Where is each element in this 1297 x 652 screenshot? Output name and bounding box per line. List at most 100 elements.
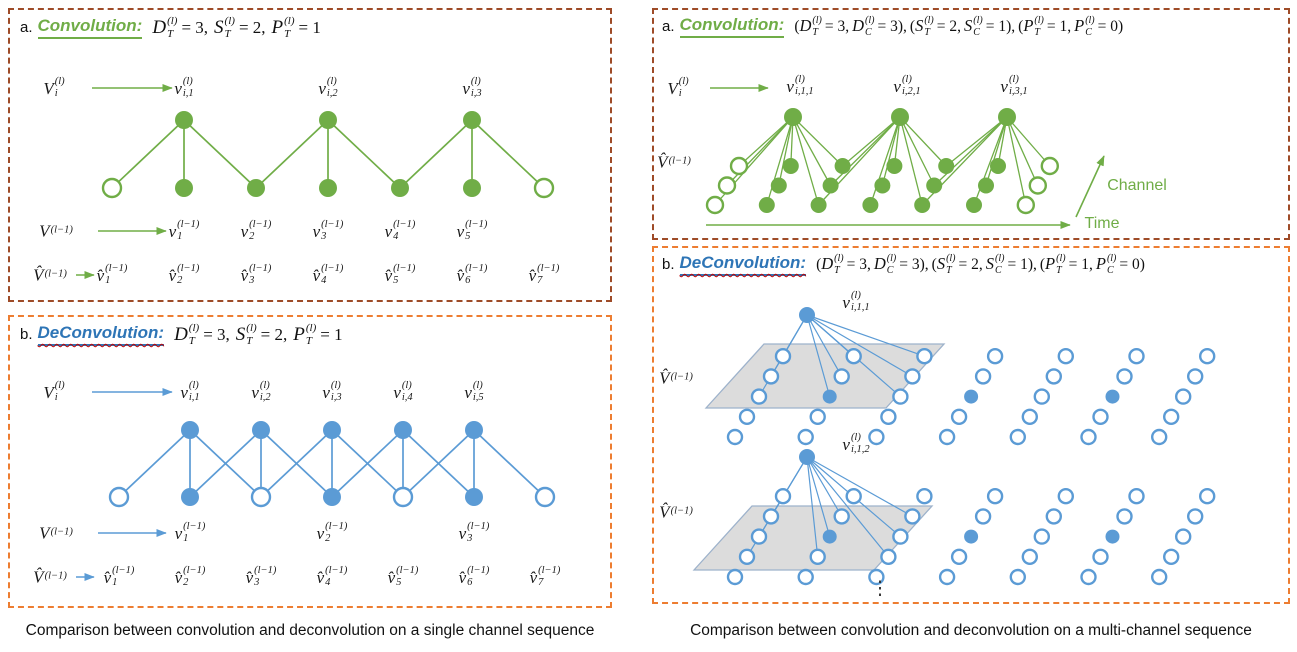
graph-edge [473,429,546,498]
node-open [1021,548,1039,565]
panel-title-word: DeConvolution: [679,253,807,276]
padded-node-label: v̂ (l−1) 4 [312,262,344,286]
right-conv-graph [705,84,1105,229]
node-open [880,548,897,565]
panel-index: b. [20,326,33,344]
node-open [974,508,992,525]
param-term: P (l) T = 1 [293,322,343,347]
node-open [1021,408,1039,425]
panel-title-word: Convolution: [37,16,143,40]
node-filled [990,158,1006,174]
graph-edge [255,119,329,189]
graph-edge [933,116,1008,186]
graph-edge [869,116,901,206]
node-open [1162,548,1180,565]
node-filled [978,177,994,194]
graph-edge [806,456,819,557]
node-open [986,348,1004,365]
node-open [845,348,862,365]
node-open [797,428,814,446]
node-filled [465,421,483,439]
output-node-label: v (l) i,2 [318,75,338,99]
padded-node-label: v̂ (l−1) 3 [240,262,272,286]
node-open [1045,508,1063,525]
node-open [1080,428,1097,446]
node-open [809,408,826,425]
graph-edge [189,429,262,498]
node-filled [926,177,943,194]
node-open [774,348,792,365]
graph-edge [806,456,831,537]
input-node-label: v (l−1) 3 [312,218,344,242]
padded-node-label: v̂ (l−1) 5 [384,262,416,286]
param-term: P (l) T = 1 [271,15,321,40]
param-term: (P (l) T = 1, [1018,15,1072,38]
caption-single-channel: Comparison between convolution and decon… [25,622,595,639]
node-open [1057,348,1075,365]
node-filled [834,158,851,174]
arrow [1075,155,1105,218]
node-open [950,408,968,425]
node-open [533,177,555,199]
node-open [833,368,850,385]
output-node-label: v (l) i,2 [251,379,271,403]
node-open [1057,488,1075,505]
node-open [845,488,862,505]
output-node-label: v (l) i,3 [322,379,342,403]
node-filled [391,179,409,197]
node-filled [964,389,979,404]
node-filled [181,421,199,439]
graph-edge [738,116,794,167]
node-filled [319,179,337,197]
graph-edge [806,456,913,517]
panel-right-deconvolution-frame [652,246,1290,604]
row-leader-padded: V̂ (l−1) [33,567,67,587]
graph-edge [1006,116,1051,167]
padded-node-label: v̂ (l−1) 7 [528,262,560,286]
graph-edge [806,456,843,517]
padded-node-label: v̂ (l−1) 4 [316,564,348,588]
node-open [774,488,792,505]
node-filled [822,529,837,544]
param-term: D (l) C = 3), [852,15,907,38]
param-term: (S (l) T = 2, [909,15,962,38]
row-leader-output: V (l) i [43,379,65,403]
node-open [750,388,768,405]
node-filled [463,179,481,197]
node-open [762,368,780,385]
node-open [1186,508,1204,525]
input-node-label: v (l−1) 1 [168,218,200,242]
row-leader-padded: V̂ (l−1) [33,265,67,285]
left-deconv-graph [76,388,556,581]
graph-edge [973,116,1008,206]
row-leader-input: V (l−1) [39,523,73,543]
node-open [1016,195,1036,215]
param-term: (P (l) T = 1, [1039,253,1093,276]
graph-edge [792,116,844,167]
output-node-label: v (l) i,1 [180,379,200,403]
graph-edge [327,119,401,189]
node-open [868,428,885,446]
node-open [974,368,992,385]
input-node-label: v (l−1) 4 [384,218,416,242]
graph-edge [402,429,475,498]
node-open [1128,488,1145,505]
node-open [726,428,744,446]
input-node-label: v (l−1) 2 [316,520,348,544]
padded-node-label: v̂ (l−1) 1 [96,262,128,286]
node-filled [394,421,412,439]
node-open [738,548,756,565]
graph-edge [770,456,808,517]
node-open [1198,488,1216,505]
row-leader-input: V (l−1) [39,221,73,241]
node-filled [998,108,1016,126]
node-open [392,486,414,508]
graph-edge [806,314,843,377]
input-node-label: v (l−1) 3 [458,520,490,544]
node-open [705,195,725,215]
input-node-label: v (l−1) 2 [240,218,272,242]
graph-edge [111,119,185,189]
node-filled [465,488,483,506]
node-open [726,568,744,586]
